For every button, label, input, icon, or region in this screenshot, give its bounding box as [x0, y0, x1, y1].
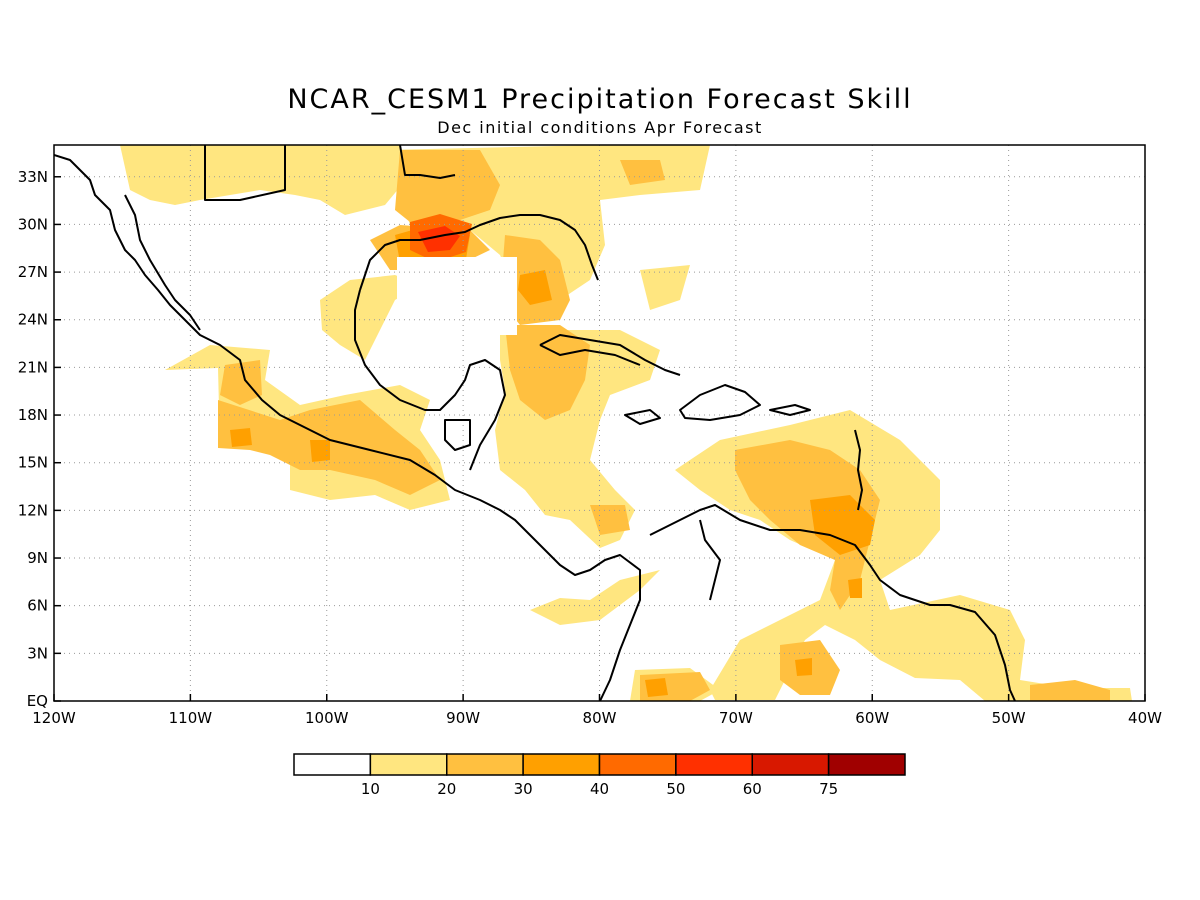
y-tick-label: 3N — [27, 644, 48, 662]
y-tick-label: 33N — [18, 168, 48, 186]
x-tick-label: 90W — [446, 709, 480, 727]
colorbar-swatch — [751, 753, 830, 776]
y-tick-label: 24N — [18, 311, 48, 329]
x-tick-label: 80W — [583, 709, 617, 727]
x-tick-label: 70W — [719, 709, 753, 727]
colorbar-label: 60 — [743, 780, 762, 798]
x-tick-label: 110W — [169, 709, 213, 727]
colorbar-swatch — [522, 753, 601, 776]
gridlines — [54, 145, 1145, 701]
y-tick-label: 12N — [18, 501, 48, 519]
y-tick-label: 30N — [18, 215, 48, 233]
figure-subtitle: Dec initial conditions Apr Forecast — [437, 118, 763, 137]
figure-title: NCAR_CESM1 Precipitation Forecast Skill — [287, 84, 913, 115]
coastlines — [54, 145, 1016, 701]
skill-shading — [120, 145, 1132, 701]
colorbar-swatch — [598, 753, 677, 776]
y-tick-label: 27N — [18, 263, 48, 281]
colorbar-swatch — [827, 753, 906, 776]
colorbar-label: 40 — [590, 780, 609, 798]
y-tick-label: 6N — [27, 597, 48, 615]
colorbar-swatch — [369, 753, 448, 776]
y-axis-labels: EQ 3N 6N 9N 12N 15N 18N 21N 24N 27N 30N 33N — [18, 168, 48, 710]
colorbar: 10 20 30 40 50 60 75 — [293, 753, 906, 798]
x-tick-label: 100W — [305, 709, 349, 727]
colorbar-label: 50 — [666, 780, 685, 798]
axis-ticks — [53, 176, 1146, 702]
skill-level-50-60 — [418, 226, 460, 252]
y-tick-label: 18N — [18, 406, 48, 424]
colorbar-label: 30 — [514, 780, 533, 798]
x-tick-label: 120W — [32, 709, 76, 727]
y-tick-label: 21N — [18, 358, 48, 376]
x-tick-label: 40W — [1128, 709, 1162, 727]
colorbar-swatch — [675, 753, 753, 776]
colorbar-label: 20 — [437, 780, 456, 798]
y-tick-label: 15N — [18, 454, 48, 472]
x-tick-label: 60W — [855, 709, 889, 727]
x-tick-label: 50W — [992, 709, 1026, 727]
colorbar-swatch — [293, 753, 372, 776]
masked-area — [397, 257, 517, 335]
colorbar-swatch — [446, 753, 524, 776]
colorbar-label: 75 — [819, 780, 838, 798]
x-axis-labels: 120W 110W 100W 90W 80W 70W 60W 50W 40W — [32, 709, 1162, 727]
colorbar-label: 10 — [361, 780, 380, 798]
y-tick-label: 9N — [27, 549, 48, 567]
y-tick-label: EQ — [27, 692, 48, 710]
